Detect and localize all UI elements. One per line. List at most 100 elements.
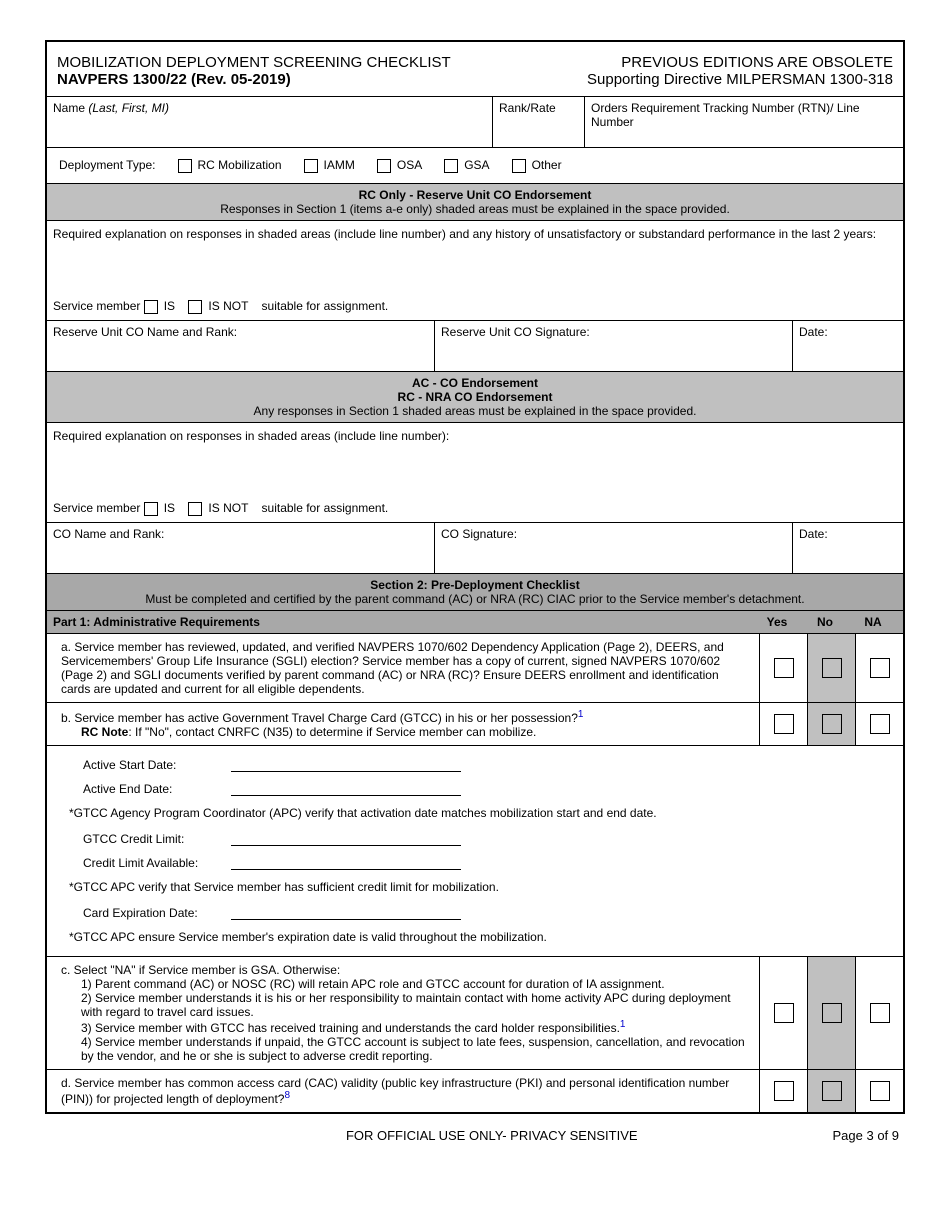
checkbox-c-na[interactable] bbox=[870, 1003, 890, 1023]
explain-block-2[interactable]: Required explanation on responses in sha… bbox=[47, 422, 903, 522]
item-a-yes bbox=[759, 634, 807, 702]
checkbox-osa[interactable] bbox=[377, 159, 391, 173]
deploy-opt-gsa: GSA bbox=[444, 158, 489, 173]
deploy-opt-iamm: IAMM bbox=[304, 158, 355, 173]
item-d-text: d. Service member has common access card… bbox=[47, 1070, 759, 1112]
checkbox-d-yes[interactable] bbox=[774, 1081, 794, 1101]
apc-note-3: *GTCC APC ensure Service member's expira… bbox=[61, 930, 889, 944]
form-number: NAVPERS 1300/22 (Rev. 05-2019) bbox=[57, 71, 451, 88]
reserve-sig-row: Reserve Unit CO Name and Rank: Reserve U… bbox=[47, 320, 903, 371]
ac-endorse-t1: AC - CO Endorsement bbox=[53, 376, 897, 390]
footnote-1: 1 bbox=[578, 709, 584, 720]
deploy-opt-osa: OSA bbox=[377, 158, 422, 173]
checkbox-c-no[interactable] bbox=[822, 1003, 842, 1023]
id-row: Name (Last, First, MI) Rank/Rate Orders … bbox=[47, 96, 903, 147]
rank-label: Rank/Rate bbox=[499, 101, 556, 115]
suitable-line-2: Service member IS IS NOT suitable for as… bbox=[53, 501, 388, 516]
rc-endorsement-header: RC Only - Reserve Unit CO Endorsement Re… bbox=[47, 183, 903, 220]
form-title: MOBILIZATION DEPLOYMENT SCREENING CHECKL… bbox=[57, 54, 451, 71]
sub-credit-avail: Credit Limit Available: bbox=[61, 856, 889, 870]
checkbox-isnot-2[interactable] bbox=[188, 502, 202, 516]
footer-center: FOR OFFICIAL USE ONLY- PRIVACY SENSITIVE bbox=[151, 1128, 833, 1143]
checkbox-a-yes[interactable] bbox=[774, 658, 794, 678]
sub-active-end: Active End Date: bbox=[61, 782, 889, 796]
apc-note-1: *GTCC Agency Program Coordinator (APC) v… bbox=[61, 806, 889, 820]
item-d-yes bbox=[759, 1070, 807, 1112]
checkbox-is-1[interactable] bbox=[144, 300, 158, 314]
rtn-field[interactable]: Orders Requirement Tracking Number (RTN)… bbox=[585, 97, 903, 147]
title-block: MOBILIZATION DEPLOYMENT SCREENING CHECKL… bbox=[47, 42, 903, 96]
active-end-input[interactable] bbox=[231, 782, 461, 796]
item-a-na bbox=[855, 634, 903, 702]
item-b-text: b. Service member has active Government … bbox=[47, 703, 759, 745]
item-d-no bbox=[807, 1070, 855, 1112]
deploy-opt-rc: RC Mobilization bbox=[178, 158, 282, 173]
checkbox-c-yes[interactable] bbox=[774, 1003, 794, 1023]
expiration-input[interactable] bbox=[231, 906, 461, 920]
item-b: b. Service member has active Government … bbox=[47, 702, 903, 745]
credit-avail-input[interactable] bbox=[231, 856, 461, 870]
page-footer: FOR OFFICIAL USE ONLY- PRIVACY SENSITIVE… bbox=[45, 1114, 905, 1143]
name-label: Name bbox=[53, 101, 88, 115]
item-c-na bbox=[855, 957, 903, 1069]
reserve-co-date[interactable]: Date: bbox=[793, 321, 903, 371]
co-signature[interactable]: CO Signature: bbox=[435, 523, 793, 573]
checkbox-b-na[interactable] bbox=[870, 714, 890, 734]
active-start-input[interactable] bbox=[231, 758, 461, 772]
item-d-na bbox=[855, 1070, 903, 1112]
sub-credit-limit: GTCC Credit Limit: bbox=[61, 832, 889, 846]
sub-active-start: Active Start Date: bbox=[61, 758, 889, 772]
checkbox-b-yes[interactable] bbox=[774, 714, 794, 734]
reserve-co-signature[interactable]: Reserve Unit CO Signature: bbox=[435, 321, 793, 371]
co-date[interactable]: Date: bbox=[793, 523, 903, 573]
obsolete-notice: PREVIOUS EDITIONS ARE OBSOLETE bbox=[587, 54, 893, 71]
footnote-d: 8 bbox=[284, 1090, 290, 1101]
item-a-text: a. Service member has reviewed, updated,… bbox=[47, 634, 759, 702]
ac-endorsement-header: AC - CO Endorsement RC - NRA CO Endorsem… bbox=[47, 371, 903, 422]
checkbox-a-no[interactable] bbox=[822, 658, 842, 678]
section2-title: Section 2: Pre-Deployment Checklist bbox=[53, 578, 897, 592]
part1-label: Part 1: Administrative Requirements bbox=[53, 615, 753, 629]
part1-header: Part 1: Administrative Requirements Yes … bbox=[47, 610, 903, 633]
checkbox-b-no[interactable] bbox=[822, 714, 842, 734]
checkbox-gsa[interactable] bbox=[444, 159, 458, 173]
checkbox-other[interactable] bbox=[512, 159, 526, 173]
item-a-no bbox=[807, 634, 855, 702]
item-b-yes bbox=[759, 703, 807, 745]
item-d: d. Service member has common access card… bbox=[47, 1069, 903, 1112]
item-b-no bbox=[807, 703, 855, 745]
rc-endorse-title: RC Only - Reserve Unit CO Endorsement bbox=[53, 188, 897, 202]
rc-endorse-sub: Responses in Section 1 (items a-e only) … bbox=[53, 202, 897, 216]
section2-sub: Must be completed and certified by the p… bbox=[53, 592, 897, 606]
title-right: PREVIOUS EDITIONS ARE OBSOLETE Supportin… bbox=[587, 54, 893, 88]
ac-endorse-t2: RC - NRA CO Endorsement bbox=[53, 390, 897, 404]
checkbox-d-na[interactable] bbox=[870, 1081, 890, 1101]
name-field[interactable]: Name (Last, First, MI) bbox=[47, 97, 493, 147]
item-c-no bbox=[807, 957, 855, 1069]
credit-limit-input[interactable] bbox=[231, 832, 461, 846]
form-container: MOBILIZATION DEPLOYMENT SCREENING CHECKL… bbox=[45, 40, 905, 1114]
col-no: No bbox=[801, 615, 849, 629]
footer-page: Page 3 of 9 bbox=[833, 1128, 900, 1143]
checkbox-rc[interactable] bbox=[178, 159, 192, 173]
directive: Supporting Directive MILPERSMAN 1300-318 bbox=[587, 71, 893, 88]
checkbox-iamm[interactable] bbox=[304, 159, 318, 173]
deploy-opt-other: Other bbox=[512, 158, 562, 173]
item-c: c. Select "NA" if Service member is GSA.… bbox=[47, 956, 903, 1069]
explain-block-1[interactable]: Required explanation on responses in sha… bbox=[47, 220, 903, 320]
co-name[interactable]: CO Name and Rank: bbox=[47, 523, 435, 573]
name-hint: (Last, First, MI) bbox=[88, 101, 169, 115]
title-left: MOBILIZATION DEPLOYMENT SCREENING CHECKL… bbox=[57, 54, 451, 88]
item-c-text: c. Select "NA" if Service member is GSA.… bbox=[47, 957, 759, 1069]
checkbox-d-no[interactable] bbox=[822, 1081, 842, 1101]
rank-field[interactable]: Rank/Rate bbox=[493, 97, 585, 147]
gtcc-sub-block: Active Start Date: Active End Date: *GTC… bbox=[47, 745, 903, 956]
checkbox-a-na[interactable] bbox=[870, 658, 890, 678]
co-sig-row: CO Name and Rank: CO Signature: Date: bbox=[47, 522, 903, 573]
reserve-co-name[interactable]: Reserve Unit CO Name and Rank: bbox=[47, 321, 435, 371]
deployment-type-row: Deployment Type: RC Mobilization IAMM OS… bbox=[47, 147, 903, 183]
ac-endorse-sub: Any responses in Section 1 shaded areas … bbox=[53, 404, 897, 418]
suitable-line-1: Service member IS IS NOT suitable for as… bbox=[53, 299, 388, 314]
checkbox-is-2[interactable] bbox=[144, 502, 158, 516]
checkbox-isnot-1[interactable] bbox=[188, 300, 202, 314]
